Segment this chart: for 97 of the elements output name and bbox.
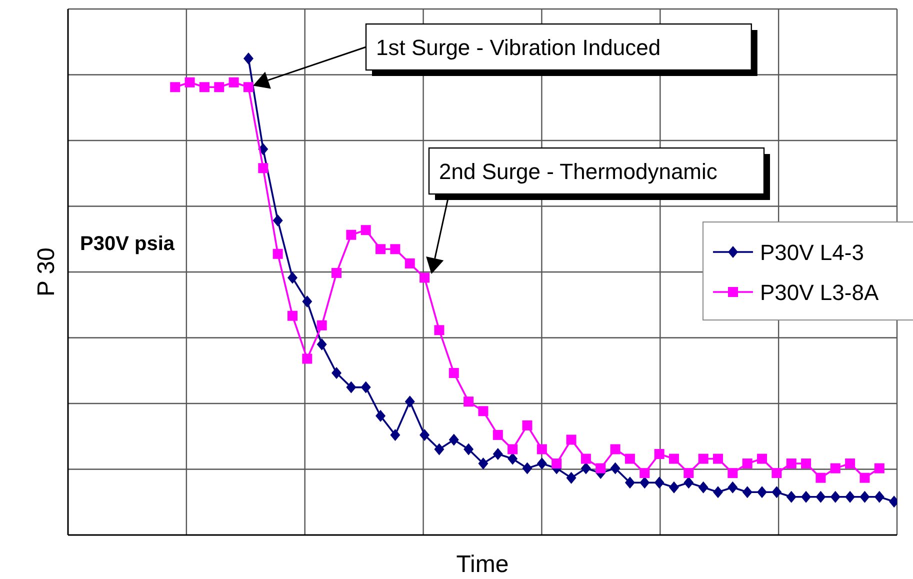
point [624,476,635,489]
point [272,214,283,227]
point [170,82,180,92]
point [434,443,444,456]
point [287,272,298,284]
point [801,490,812,503]
point [772,468,782,478]
point [874,490,884,503]
point [420,272,430,283]
annotation: P30V psia [80,233,176,255]
point [332,367,342,380]
point [390,244,400,254]
point [624,454,635,464]
point [816,472,826,483]
point [580,454,591,464]
point [508,452,518,465]
point [184,77,195,88]
point [786,490,796,503]
point [684,468,694,478]
point [316,338,327,350]
point [448,368,459,378]
point [830,490,840,503]
point [566,434,576,445]
point [728,468,738,478]
point [199,82,210,92]
point [801,458,812,469]
point [874,463,884,474]
point [786,458,796,469]
point [376,410,386,422]
point [757,454,768,464]
point [742,458,752,469]
point [684,476,694,489]
point [214,82,224,92]
point [522,420,532,430]
point [712,454,723,464]
point [580,462,591,474]
point [302,296,312,308]
point [654,449,664,460]
point [243,82,254,92]
point [390,428,400,441]
annotation: 1st Surge - Vibration Induced [376,35,661,60]
point [610,462,620,474]
point [464,443,474,456]
point [228,77,239,88]
point [478,458,488,470]
point [816,490,826,503]
point [830,463,840,474]
point [845,490,856,503]
point [698,481,708,494]
point [360,381,371,394]
x-axis-title: Time [456,551,509,578]
point [404,258,415,268]
point [845,458,856,469]
point [508,444,518,454]
point [376,244,386,254]
point [757,486,768,498]
point [404,396,415,408]
point [346,230,356,240]
point [566,472,576,484]
point [287,310,298,321]
point [668,481,679,494]
point [332,268,342,278]
point [434,325,444,336]
point [464,396,474,407]
point [420,428,430,441]
point [654,476,664,489]
point [596,463,606,474]
point [522,462,532,474]
point [360,225,371,236]
point [302,354,312,364]
point [478,406,488,416]
point [610,444,620,454]
point [860,472,870,483]
point [772,486,782,498]
point [492,430,503,440]
point [316,320,327,330]
point [640,476,650,489]
point [698,454,708,464]
point [448,434,459,446]
point [272,248,283,259]
point [243,52,254,65]
point [728,481,738,494]
point [536,458,547,470]
point [536,444,547,454]
point [712,486,723,498]
legend-label: P30V L4-3 [760,240,864,265]
point [552,458,562,469]
point [640,468,650,478]
point [492,448,503,460]
point [258,163,268,174]
point [742,486,752,498]
y-axis-title: P 30 [33,248,60,296]
point [346,381,356,394]
annotation: 2nd Surge - Thermodynamic [439,159,718,184]
legend-label: P30V L3-8A [760,280,879,305]
point [860,490,870,503]
point [668,454,679,464]
